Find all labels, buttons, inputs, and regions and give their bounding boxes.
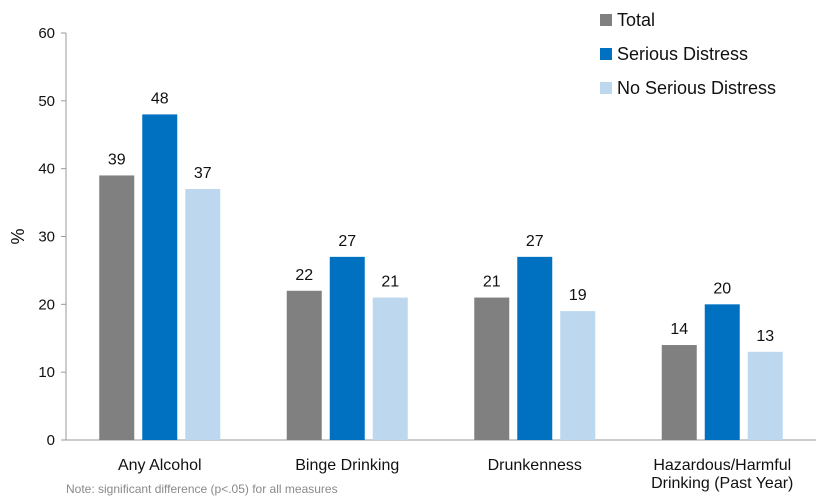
y-tick-label: 10	[38, 364, 55, 381]
data-label: 13	[756, 328, 774, 345]
category-label: Any Alcohol	[118, 457, 202, 474]
y-tick-label: 60	[38, 25, 55, 42]
bar	[185, 189, 221, 440]
data-label: 39	[108, 151, 126, 168]
category-label: Binge Drinking	[295, 457, 399, 474]
data-label: 21	[381, 274, 399, 291]
bar	[474, 297, 510, 440]
bar	[747, 351, 783, 440]
y-tick-label: 50	[38, 93, 55, 110]
legend-label: No Serious Distress	[617, 78, 776, 98]
bar	[286, 290, 322, 440]
legend-label: Total	[617, 10, 655, 30]
legend-swatch	[600, 82, 612, 94]
legend-swatch	[600, 14, 612, 26]
data-label: 19	[569, 287, 587, 304]
y-tick-label: 30	[38, 229, 55, 246]
data-label: 20	[713, 280, 731, 297]
data-label: 27	[338, 233, 356, 250]
bar	[372, 297, 408, 440]
bar	[517, 256, 553, 440]
legend-label: Serious Distress	[617, 44, 748, 64]
bar	[661, 345, 697, 440]
data-label: 27	[526, 233, 544, 250]
y-tick-label: 40	[38, 161, 55, 178]
data-label: 22	[295, 267, 313, 284]
bar	[560, 311, 596, 440]
bar	[142, 114, 178, 441]
category-label: Hazardous/Harmful	[653, 457, 791, 474]
data-label: 14	[670, 321, 688, 338]
footnote: Note: significant difference (p<.05) for…	[66, 482, 338, 496]
y-tick-label: 0	[47, 432, 55, 449]
bar	[99, 175, 135, 440]
bar	[329, 256, 365, 440]
data-label: 21	[483, 274, 501, 291]
legend-swatch	[600, 48, 612, 60]
data-label: 37	[194, 165, 212, 182]
bar	[704, 304, 740, 440]
y-tick-label: 20	[38, 296, 55, 313]
data-label: 48	[151, 90, 169, 107]
category-label: Drinking (Past Year)	[651, 475, 793, 492]
category-label: Drunkenness	[488, 457, 582, 474]
y-axis-title: %	[8, 228, 28, 244]
